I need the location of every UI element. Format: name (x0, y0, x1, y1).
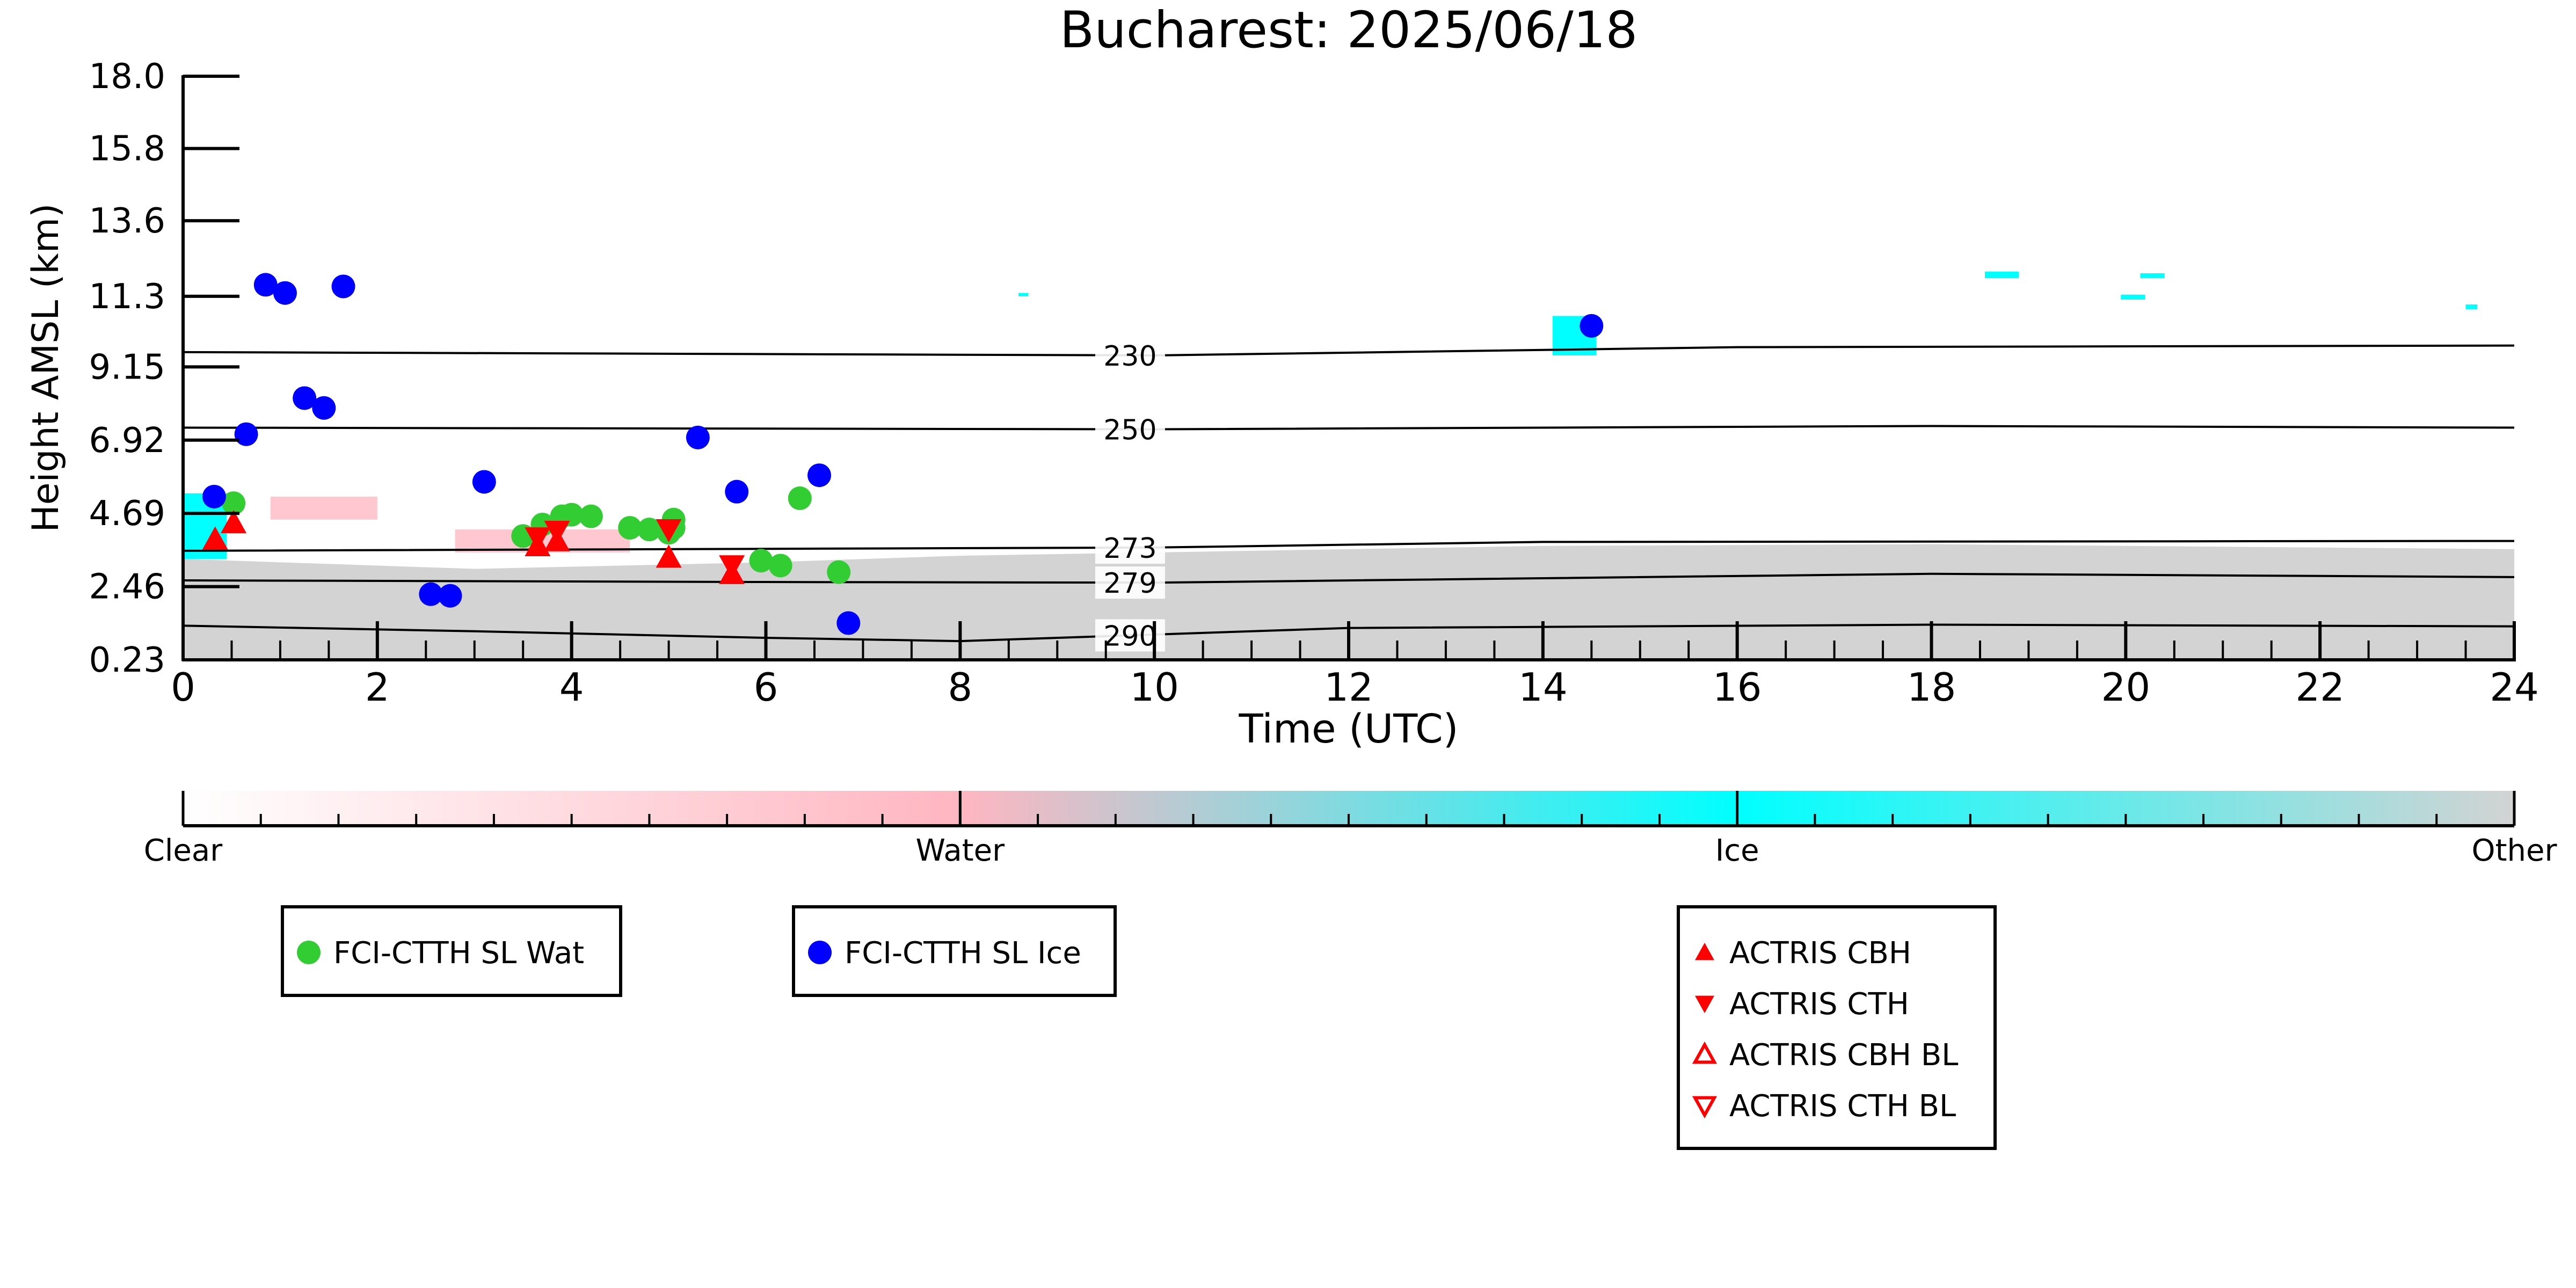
x-tick-label: 12 (1324, 665, 1373, 710)
actris-cth-point (656, 519, 682, 543)
isotherm-label-bg-230 (1095, 339, 1165, 372)
legend-label: ACTRIS CBH BL (1729, 1038, 1958, 1073)
x-tick-label: 6 (754, 665, 778, 710)
fci-ctth-sl-ice-point (202, 484, 226, 508)
cloud-region-ice-5 (2140, 273, 2165, 279)
y-tick-label: 13.6 (89, 201, 166, 241)
y-tick-label: 6.92 (89, 421, 166, 461)
colorbar-label: Clear (144, 833, 223, 868)
isotherm-label-273: 273 (1103, 533, 1156, 565)
isotherm-label-279: 279 (1103, 567, 1156, 600)
x-tick-label: 2 (365, 665, 390, 710)
isotherm-line-250 (183, 425, 2514, 431)
legend-marker (297, 941, 321, 964)
x-axis-label: Time (UTC) (1238, 706, 1458, 752)
cloud-classification-layer (183, 271, 2514, 660)
actris-cth-point (719, 555, 745, 579)
fci-ctth-sl-wat-point (827, 560, 851, 584)
x-tick-label: 4 (559, 665, 584, 710)
fci-ctth-sl-ice-point (725, 479, 749, 504)
x-tick-label: 8 (948, 665, 972, 710)
cloud-region-ice-4 (2121, 294, 2145, 300)
fci-ctth-sl-wat-point (222, 491, 246, 515)
colorbar: Clear Water Ice Other (144, 791, 2557, 868)
y-tick-label: 15.8 (89, 129, 166, 169)
fci-ctth-sl-ice-point (438, 584, 462, 608)
fci-ctth-sl-wat-point (637, 518, 661, 542)
cloud-region-ice-7 (1018, 293, 1028, 296)
y-tick-label: 2.46 (89, 567, 166, 607)
y-tick-label: 18.0 (89, 57, 166, 97)
x-tick-label: 20 (2101, 665, 2151, 710)
legend-marker (1692, 1041, 1718, 1064)
fci-ctth-sl-wat-point (618, 516, 642, 540)
y-axis-label: Height AMSL (km) (25, 203, 67, 533)
y-tick-label: 4.69 (89, 494, 166, 534)
fci-ctth-sl-ice-point (1580, 314, 1604, 338)
actris-cbh-point (656, 544, 682, 568)
legends: FCI-CTTH SL Wat FCI-CTTH SL Ice ACTRIS CBH… (281, 905, 1997, 1150)
fci-ctth-sl-ice-point (273, 281, 297, 305)
y-tick-label: 9.15 (89, 347, 166, 387)
cloud-region-water-8 (270, 496, 377, 520)
colorbar-label: Ice (1715, 833, 1759, 868)
fci-ctth-sl-ice-point (312, 396, 336, 420)
x-tick-label: 10 (1130, 665, 1179, 710)
x-tick-label: 16 (1713, 665, 1762, 710)
legend-box (1677, 905, 1997, 1150)
legend-label: ACTRIS CTH (1729, 987, 1909, 1022)
fci-ctth-sl-ice-point (293, 386, 317, 410)
fci-ctth-sl-ice-point (253, 273, 278, 297)
x-tick-label: 24 (2490, 665, 2539, 710)
actris-cth-point (525, 527, 551, 551)
colorbar-label: Water (916, 833, 1006, 868)
x-tick-label: 0 (171, 665, 195, 710)
actris-cbh-point (202, 526, 228, 550)
colorbar-label: Other (2471, 833, 2557, 868)
fci-ctth-sl-wat-point (788, 486, 812, 511)
isotherm-label-bg-279 (1095, 566, 1165, 599)
fci-ctth-sl-wat-point (559, 503, 584, 527)
legend-label: ACTRIS CTH BL (1729, 1089, 1956, 1124)
y-tick-label: 0.23 (89, 641, 166, 680)
fci-ctth-sl-ice-point (686, 425, 710, 449)
y-tick-label: 11.3 (89, 277, 166, 317)
fci-ctth-sl-wat-point (768, 554, 792, 578)
fci-ctth-sl-ice-point (836, 611, 861, 635)
isotherm-label-250: 250 (1103, 414, 1156, 447)
chart-title: Bucharest: 2025/06/18 (1060, 1, 1638, 60)
legend-label: FCI-CTTH SL Ice (845, 936, 1081, 971)
fci-ctth-sl-wat-point (579, 504, 603, 528)
isotherm-label-290: 290 (1103, 620, 1156, 652)
fci-ctth-sl-ice-point (234, 422, 258, 446)
marker-layer (202, 273, 1604, 635)
isotherm-label-bg-273 (1095, 531, 1165, 564)
fci-ctth-sl-ice-point (419, 582, 443, 606)
legend-label: ACTRIS CBH (1729, 936, 1911, 971)
legend-label: FCI-CTTH SL Wat (333, 936, 584, 971)
legend-marker (1695, 943, 1714, 960)
fci-ctth-sl-wat-point (749, 549, 773, 573)
x-tick-label: 14 (1518, 665, 1568, 710)
fci-ctth-sl-ice-point (807, 463, 832, 487)
fci-ctth-sl-ice-point (472, 470, 496, 494)
legend-marker (1695, 995, 1714, 1013)
x-tick-label: 22 (2295, 665, 2345, 710)
actris-cbh-point (221, 510, 247, 534)
x-tick-label: 18 (1907, 665, 1956, 710)
legend-marker (808, 941, 832, 964)
isotherm-label-bg-250 (1095, 413, 1165, 446)
isotherm-label-230: 230 (1103, 340, 1156, 373)
isotherm-line-230 (183, 344, 2514, 356)
cloud-region-ice-6 (2465, 304, 2478, 310)
cloud-region-ice-3 (1985, 271, 2019, 279)
legend-marker (1692, 1096, 1718, 1119)
legend-box (281, 905, 622, 997)
fci-ctth-sl-ice-point (331, 274, 355, 299)
actris-cth-point (544, 521, 570, 544)
legend-box (792, 905, 1117, 997)
